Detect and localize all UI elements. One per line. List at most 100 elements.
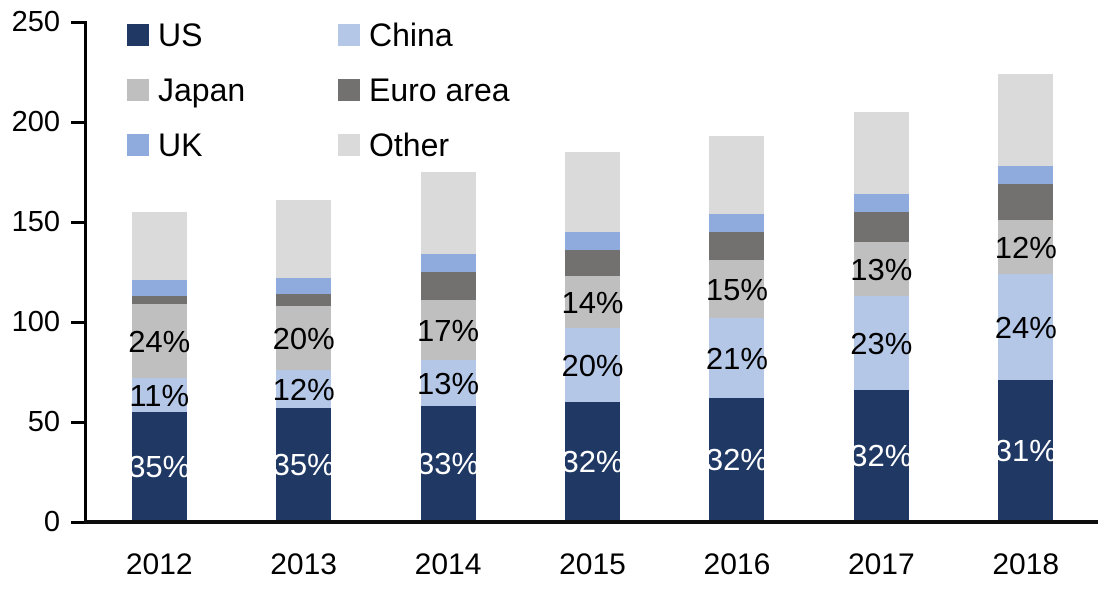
y-tick-label-150: 150: [11, 206, 60, 238]
legend-item-other: Other: [338, 117, 510, 172]
bar-2015: 32% 20% 14%: [561, 152, 624, 520]
bar-segment-other-2017: [853, 112, 909, 194]
bar-segment-uk-2016: [709, 214, 765, 232]
bar-segment-uk-2017: [853, 194, 909, 212]
bar-segment-label: 32%: [705, 441, 768, 477]
bar-segment-label: 15%: [705, 271, 768, 307]
legend-swatch-euro-area: [338, 78, 360, 101]
legend-label-us: US: [158, 16, 203, 53]
legend-swatch-uk: [127, 133, 149, 156]
legend-item-euro-area: Euro area: [338, 62, 510, 117]
y-axis-tick: [71, 21, 87, 24]
bar-segment-label: 13%: [417, 365, 480, 401]
legend-item-china: China: [338, 7, 510, 62]
bar-segment-china-2013: 12%: [273, 370, 335, 408]
bars-area: 35% 11% 24% 35% 12% 20% 33% 13% 17% 32% 20% 14% 32% 2…: [87, 22, 1098, 520]
bar-segment-label: 13%: [850, 251, 913, 287]
y-axis-tick: [71, 221, 87, 224]
bar-segment-japan-2017: 13%: [850, 242, 912, 296]
bar-segment-label: 24%: [128, 323, 191, 359]
bar-segment-label: 20%: [561, 347, 624, 383]
bar-segment-other-2018: [998, 74, 1054, 166]
bar-segment-euro-area-2013: [276, 294, 332, 306]
bar-segment-euro-area-2012: [131, 296, 187, 304]
bar-segment-us-2016: 32%: [706, 398, 768, 520]
legend-label-euro-area: Euro area: [369, 71, 510, 108]
bar-slot-2017: 32% 23% 13%: [809, 22, 953, 520]
bar-segment-china-2012: 11%: [129, 378, 189, 412]
bar-slot-2018: 31% 24% 12%: [954, 22, 1098, 520]
bar-segment-label: 17%: [417, 312, 480, 348]
bar-segment-japan-2013: 20%: [273, 306, 335, 370]
bar-2018: 31% 24% 12%: [995, 74, 1057, 520]
x-tick-label-2017: 2017: [847, 548, 915, 581]
bar-segment-label: 12%: [272, 371, 335, 407]
legend-swatch-us: [127, 23, 149, 46]
bar-segment-us-2018: 31%: [995, 380, 1057, 520]
bar-segment-euro-area-2016: [709, 232, 765, 260]
y-tick-label-0: 0: [43, 506, 60, 538]
bar-segment-uk-2018: [998, 166, 1054, 184]
x-tick-label-2014: 2014: [414, 548, 482, 581]
y-axis-tick: [71, 121, 87, 124]
bar-2017: 32% 23% 13%: [850, 112, 912, 520]
bar-segment-euro-area-2018: [998, 184, 1054, 220]
bar-slot-2012: 35% 11% 24%: [87, 22, 231, 520]
legend: US China Japan Euro area UK Other: [127, 7, 510, 172]
bar-2012: 35% 11% 24%: [128, 212, 190, 520]
legend-label-china: China: [369, 16, 453, 53]
x-tick-label-2018: 2018: [992, 548, 1060, 581]
y-tick-label-100: 100: [11, 306, 60, 338]
bar-segment-other-2015: [564, 152, 620, 232]
y-axis-tick: [71, 321, 87, 324]
bar-segment-label: 24%: [994, 309, 1057, 345]
bar-segment-euro-area-2017: [853, 212, 909, 242]
bar-segment-us-2013: 35%: [273, 408, 335, 520]
legend-item-uk: UK: [127, 117, 338, 172]
y-tick-label-200: 200: [11, 106, 60, 138]
bar-slot-2016: 32% 21% 15%: [665, 22, 809, 520]
bar-segment-uk-2014: [420, 254, 476, 272]
bar-segment-japan-2014: 17%: [417, 300, 479, 360]
bar-segment-other-2012: [131, 212, 187, 280]
bar-segment-label: 21%: [705, 340, 768, 376]
bar-segment-label: 23%: [850, 325, 913, 361]
bar-slot-2013: 35% 12% 20%: [231, 22, 375, 520]
bar-segment-china-2015: 20%: [561, 328, 624, 402]
x-tick-label-2012: 2012: [125, 548, 193, 581]
y-tick-label-250: 250: [11, 6, 60, 38]
legend-label-uk: UK: [158, 126, 203, 163]
bar-segment-japan-2016: 15%: [706, 260, 768, 318]
bar-segment-other-2014: [420, 172, 476, 254]
bar-segment-label: 32%: [850, 437, 913, 473]
bar-segment-us-2014: 33%: [417, 406, 479, 520]
x-axis-line: [84, 520, 1098, 524]
bar-slot-2014: 33% 13% 17%: [376, 22, 520, 520]
x-tick-label-2016: 2016: [703, 548, 771, 581]
y-tick-label-50: 50: [27, 406, 60, 438]
bar-segment-label: 35%: [128, 448, 191, 484]
x-tick-label-2013: 2013: [270, 548, 337, 581]
legend-swatch-japan: [127, 78, 149, 101]
legend-swatch-other: [338, 133, 360, 156]
bar-segment-other-2016: [709, 136, 765, 214]
bar-segment-uk-2013: [276, 278, 332, 294]
bar-2014: 33% 13% 17%: [417, 172, 479, 520]
bar-segment-us-2017: 32%: [850, 390, 912, 520]
bar-segment-label: 20%: [272, 320, 335, 356]
bar-segment-japan-2015: 14%: [561, 276, 624, 328]
bar-segment-label: 32%: [561, 443, 624, 479]
bar-segment-japan-2018: 12%: [995, 220, 1057, 274]
legend-swatch-china: [338, 23, 360, 46]
bar-segment-euro-area-2014: [420, 272, 476, 300]
legend-item-us: US: [127, 7, 338, 62]
bar-segment-japan-2012: 24%: [128, 304, 190, 378]
bar-segment-label: 33%: [417, 445, 480, 481]
bar-2016: 32% 21% 15%: [706, 136, 768, 520]
bar-segment-us-2012: 35%: [128, 412, 190, 520]
bar-segment-euro-area-2015: [564, 250, 620, 276]
bar-segment-china-2014: 13%: [417, 360, 479, 406]
bar-segment-china-2016: 21%: [706, 318, 768, 398]
x-tick-label-2015: 2015: [559, 548, 626, 581]
